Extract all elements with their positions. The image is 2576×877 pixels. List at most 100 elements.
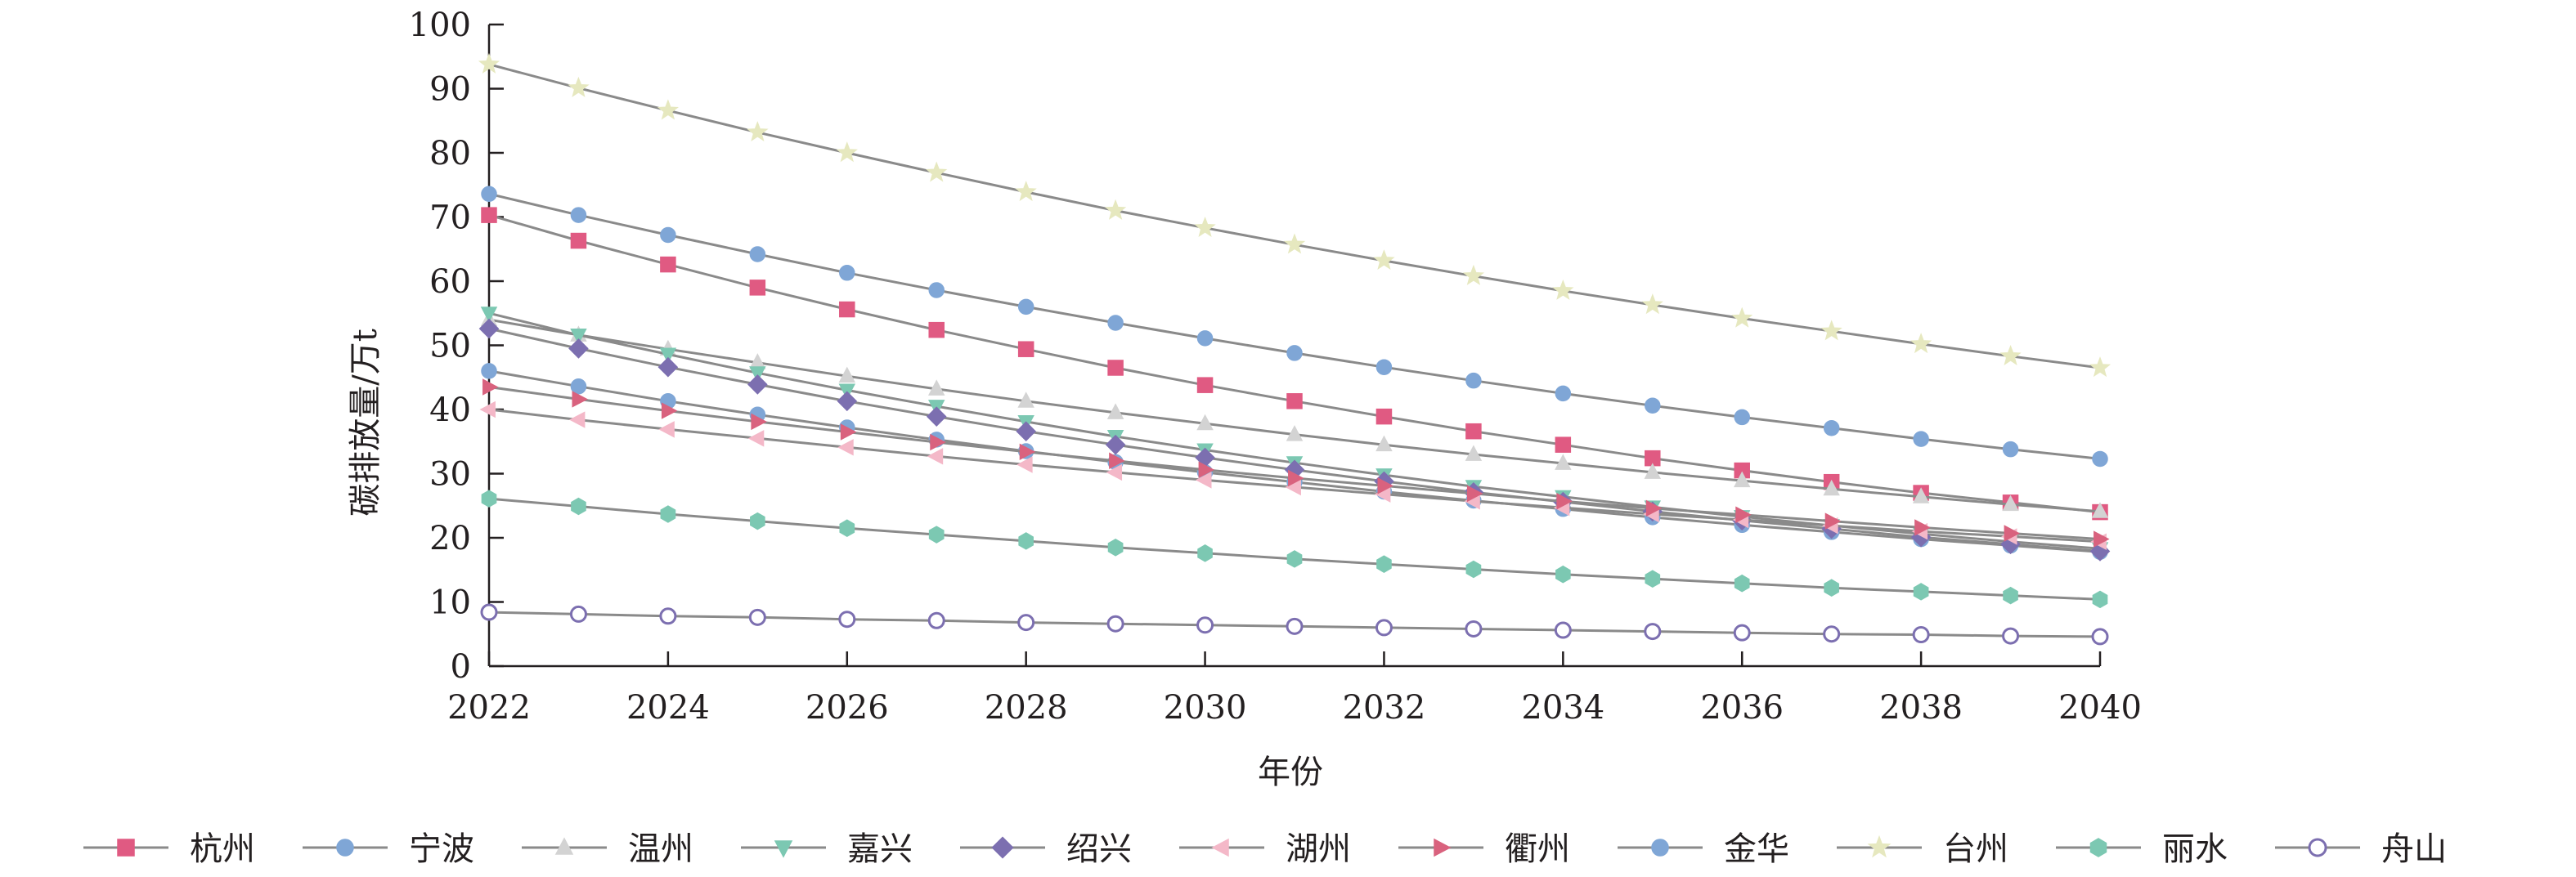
data-point [1556, 493, 1573, 510]
data-point [1735, 506, 1752, 523]
data-point [1824, 579, 1839, 597]
data-point [1644, 463, 1662, 479]
data-point [928, 321, 945, 338]
data-point [1286, 425, 1304, 441]
data-point [2003, 586, 2018, 605]
data-point [927, 611, 945, 629]
legend-item: 丽水 [2056, 830, 2228, 868]
x-tick-label: 2024 [626, 689, 710, 727]
data-point [1018, 532, 1034, 550]
data-point [481, 363, 497, 379]
data-point [747, 430, 765, 447]
data-point [1286, 345, 1303, 361]
data-point [1286, 393, 1303, 409]
data-point [749, 280, 766, 296]
data-point [2091, 628, 2109, 646]
data-point [1731, 307, 1753, 328]
data-point [926, 406, 947, 427]
data-point [570, 328, 587, 345]
data-point [1465, 445, 1483, 461]
legend-marker [1651, 839, 1669, 857]
data-point [1373, 249, 1395, 271]
data-point [1733, 624, 1751, 642]
data-point [657, 356, 679, 378]
series-3 [480, 310, 2109, 518]
data-point [1017, 392, 1034, 408]
data-point [1106, 615, 1124, 633]
data-point [1376, 435, 1393, 452]
data-point [1644, 623, 1662, 641]
data-point [2092, 590, 2108, 609]
data-point [926, 161, 948, 182]
data-point [747, 121, 769, 142]
legend-item: 嘉兴 [741, 830, 913, 868]
data-point [660, 226, 676, 244]
series-11 [480, 603, 2109, 646]
data-point [1823, 479, 1840, 496]
data-point [1462, 264, 1485, 285]
data-point [479, 400, 496, 418]
data-point [930, 433, 946, 451]
x-tick-label: 2036 [1700, 689, 1784, 727]
data-point [1465, 423, 1482, 440]
data-point [1196, 330, 1214, 347]
data-point [659, 607, 677, 625]
data-point [836, 141, 858, 163]
data-point [478, 52, 500, 74]
data-point [1107, 315, 1124, 331]
data-point [1376, 408, 1393, 425]
data-point [2089, 356, 2112, 378]
data-point [2002, 627, 2020, 645]
y-tick-label: 70 [429, 199, 471, 237]
data-point [1017, 341, 1034, 357]
legend-label: 湖州 [1286, 830, 1351, 868]
x-axis-label: 年份 [1258, 754, 1323, 791]
series-9 [478, 52, 2112, 378]
legend-label: 舟山 [2381, 830, 2447, 868]
data-point [1376, 555, 1392, 573]
data-point [1375, 619, 1393, 637]
data-point [927, 448, 944, 465]
legend-marker [2089, 838, 2107, 857]
data-point [1377, 477, 1393, 494]
data-point [1017, 614, 1035, 632]
series-10 [481, 490, 2108, 609]
y-tick-label: 10 [429, 584, 471, 622]
x-tick-label: 2038 [1879, 689, 1963, 727]
data-point [1019, 443, 1036, 461]
legend-marker [774, 840, 793, 858]
data-point [1105, 199, 1127, 220]
y-tick-label: 100 [409, 7, 471, 44]
data-point [480, 603, 498, 621]
data-point [1913, 583, 1929, 601]
data-point [1197, 544, 1213, 562]
legend-marker [2308, 838, 2327, 857]
data-point [1555, 454, 1572, 470]
data-point [660, 256, 676, 273]
data-point [1555, 385, 1572, 402]
legend-marker [554, 837, 574, 855]
x-tick-label: 2022 [447, 689, 531, 727]
data-point [1465, 620, 1483, 638]
y-axis-label: 碳排放量/万t [347, 329, 384, 517]
data-point [1286, 617, 1304, 635]
series-7 [482, 378, 2110, 548]
data-point [839, 301, 855, 318]
data-point [2094, 530, 2110, 548]
data-point [1554, 621, 1572, 639]
data-point [1912, 626, 1930, 644]
data-point [569, 605, 587, 623]
data-point [747, 374, 768, 395]
data-point [1465, 560, 1482, 579]
y-tick-label: 90 [429, 71, 471, 109]
data-point [840, 423, 857, 441]
x-tick-label: 2030 [1164, 689, 1247, 727]
data-point [1376, 359, 1393, 375]
data-point [659, 347, 677, 365]
data-point [1555, 436, 1572, 453]
legend-label: 杭州 [190, 830, 255, 868]
legend: 杭州 宁波 温州 嘉兴 绍兴 湖州 衢州 金华 台州 丽水 舟山 [83, 830, 2447, 868]
data-point [570, 232, 587, 249]
data-point [1823, 420, 1840, 436]
